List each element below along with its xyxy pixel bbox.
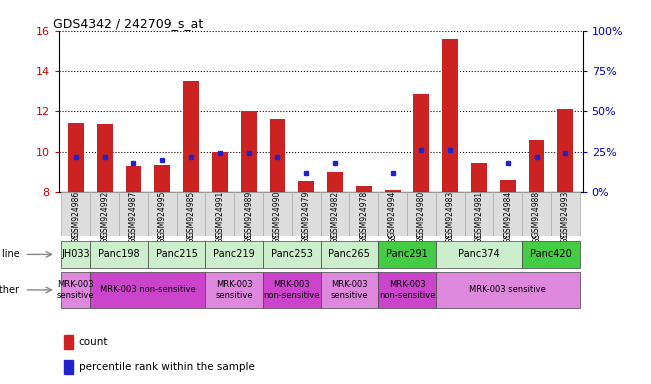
Text: GSM924988: GSM924988	[532, 191, 541, 237]
Bar	[263, 192, 292, 236]
Text: GDS4342 / 242709_s_at: GDS4342 / 242709_s_at	[53, 17, 204, 30]
Bar	[97, 124, 113, 192]
Bar	[154, 165, 170, 192]
Bar	[61, 272, 90, 308]
Bar	[551, 192, 580, 236]
Bar	[327, 172, 343, 192]
Text: GSM924990: GSM924990	[273, 191, 282, 237]
Text: MRK-003
sensitive: MRK-003 sensitive	[57, 280, 94, 300]
Text: GSM924984: GSM924984	[503, 191, 512, 237]
Bar	[90, 241, 148, 268]
Text: GSM924995: GSM924995	[158, 191, 167, 237]
Text: GSM924986: GSM924986	[72, 191, 80, 237]
Text: Panc215: Panc215	[156, 249, 198, 260]
Text: MRK-003
non-sensitive: MRK-003 non-sensitive	[379, 280, 436, 300]
Bar	[378, 272, 436, 308]
Text: Panc219: Panc219	[214, 249, 255, 260]
Text: GSM924991: GSM924991	[215, 191, 225, 237]
Text: GSM924993: GSM924993	[561, 191, 570, 237]
Text: Panc420: Panc420	[530, 249, 572, 260]
Text: Panc198: Panc198	[98, 249, 140, 260]
Text: GSM924981: GSM924981	[475, 191, 484, 237]
Bar	[320, 241, 378, 268]
Text: GSM924985: GSM924985	[187, 191, 195, 237]
Text: MRK-003
non-sensitive: MRK-003 non-sensitive	[264, 280, 320, 300]
Bar	[413, 94, 429, 192]
Bar	[183, 81, 199, 192]
Text: GSM924987: GSM924987	[129, 191, 138, 237]
Bar	[64, 335, 74, 349]
Text: MRK-003
sensitive: MRK-003 sensitive	[215, 280, 253, 300]
Text: count: count	[79, 337, 108, 347]
Bar	[471, 163, 487, 192]
Bar	[61, 192, 90, 236]
Bar	[465, 192, 493, 236]
Text: Panc253: Panc253	[271, 249, 312, 260]
Text: GSM924979: GSM924979	[301, 191, 311, 237]
Text: GSM924980: GSM924980	[417, 191, 426, 237]
Text: GSM924983: GSM924983	[446, 191, 454, 237]
Bar	[522, 192, 551, 236]
Text: Panc374: Panc374	[458, 249, 500, 260]
Bar	[298, 181, 314, 192]
Bar	[90, 272, 206, 308]
Bar	[529, 140, 544, 192]
Bar	[378, 192, 407, 236]
Bar	[292, 192, 320, 236]
Text: Panc265: Panc265	[329, 249, 370, 260]
Text: percentile rank within the sample: percentile rank within the sample	[79, 362, 255, 372]
Bar	[68, 123, 84, 192]
Bar	[320, 272, 378, 308]
Bar	[212, 152, 228, 192]
Bar	[206, 272, 263, 308]
Bar	[407, 192, 436, 236]
Bar	[378, 241, 436, 268]
Text: GSM924989: GSM924989	[244, 191, 253, 237]
Bar	[320, 192, 350, 236]
Bar	[61, 241, 90, 268]
Text: Panc291: Panc291	[386, 249, 428, 260]
Text: MRK-003 non-sensitive: MRK-003 non-sensitive	[100, 285, 196, 295]
Text: GSM924982: GSM924982	[331, 191, 340, 237]
Bar	[126, 166, 141, 192]
Bar	[493, 192, 522, 236]
Text: JH033: JH033	[62, 249, 90, 260]
Bar	[119, 192, 148, 236]
Bar	[241, 111, 256, 192]
Text: MRK-003
sensitive: MRK-003 sensitive	[331, 280, 368, 300]
Bar	[64, 360, 74, 374]
Bar	[436, 272, 580, 308]
Text: other: other	[0, 285, 20, 295]
Bar	[270, 119, 285, 192]
Bar	[263, 272, 320, 308]
Bar	[148, 241, 206, 268]
Bar	[350, 192, 378, 236]
Bar	[148, 192, 176, 236]
Bar	[206, 241, 263, 268]
Bar	[90, 192, 119, 236]
Bar	[436, 241, 522, 268]
Text: GSM924978: GSM924978	[359, 191, 368, 237]
Bar	[356, 186, 372, 192]
Bar	[522, 241, 580, 268]
Bar	[436, 192, 465, 236]
Bar	[500, 180, 516, 192]
Bar	[234, 192, 263, 236]
Bar	[263, 241, 320, 268]
Bar	[206, 192, 234, 236]
Bar	[176, 192, 206, 236]
Text: cell line: cell line	[0, 249, 20, 260]
Text: GSM924992: GSM924992	[100, 191, 109, 237]
Bar	[557, 109, 574, 192]
Text: GSM924994: GSM924994	[388, 191, 397, 237]
Text: MRK-003 sensitive: MRK-003 sensitive	[469, 285, 546, 295]
Bar	[442, 39, 458, 192]
Bar	[385, 190, 400, 192]
